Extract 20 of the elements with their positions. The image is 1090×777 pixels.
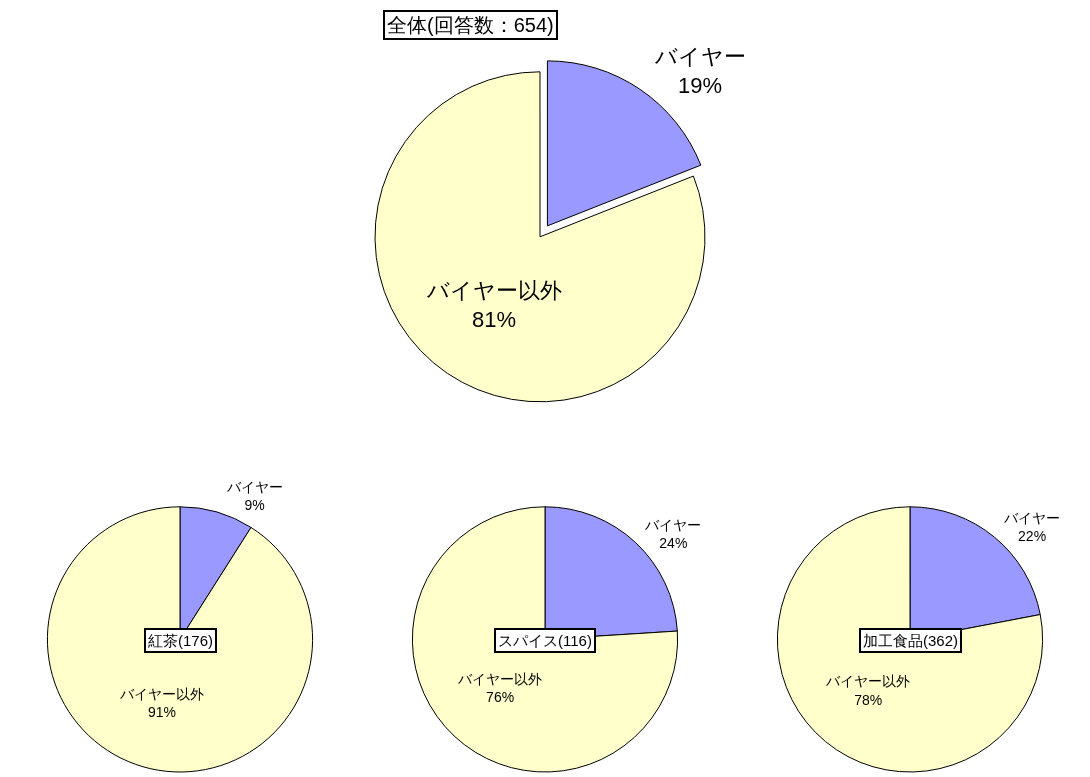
chart-title: 全体(回答数：654) xyxy=(387,14,554,36)
slice-label: バイヤー xyxy=(644,516,702,533)
data-label: 9% xyxy=(244,497,265,514)
slice-label: バイヤー以外 xyxy=(825,673,911,690)
data-label: 76% xyxy=(486,688,515,705)
data-label: 81% xyxy=(472,306,517,332)
slice-label: バイヤー xyxy=(653,44,746,70)
text: 加工食品(362) xyxy=(863,632,959,649)
text: 紅茶(176) xyxy=(148,632,214,649)
slice-label: バイヤー以外 xyxy=(119,685,204,702)
data-label: 22% xyxy=(1018,528,1047,545)
data-label: 19% xyxy=(678,72,723,98)
text: スパイス(116) xyxy=(498,632,592,649)
slice-label: バイヤー以外 xyxy=(457,670,543,687)
data-label: 78% xyxy=(854,691,883,708)
data-label: 24% xyxy=(659,534,688,551)
slice-label: バイヤー xyxy=(1003,509,1061,526)
slice-label: バイヤー xyxy=(225,479,283,496)
slice-label: バイヤー以外 xyxy=(425,278,562,304)
data-label: 91% xyxy=(147,704,177,721)
